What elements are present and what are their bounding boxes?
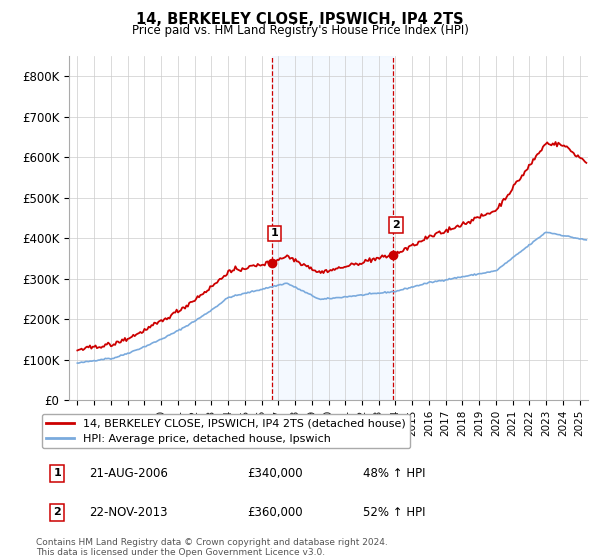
Text: 2: 2	[53, 507, 61, 517]
Text: 22-NOV-2013: 22-NOV-2013	[89, 506, 167, 519]
Text: 2: 2	[392, 220, 400, 230]
Legend: 14, BERKELEY CLOSE, IPSWICH, IP4 2TS (detached house), HPI: Average price, detac: 14, BERKELEY CLOSE, IPSWICH, IP4 2TS (de…	[41, 414, 410, 449]
Text: £340,000: £340,000	[247, 466, 303, 480]
Text: 52% ↑ HPI: 52% ↑ HPI	[364, 506, 426, 519]
Text: Contains HM Land Registry data © Crown copyright and database right 2024.
This d: Contains HM Land Registry data © Crown c…	[36, 538, 388, 557]
Text: Price paid vs. HM Land Registry's House Price Index (HPI): Price paid vs. HM Land Registry's House …	[131, 24, 469, 37]
Text: 21-AUG-2006: 21-AUG-2006	[89, 466, 167, 480]
Text: 48% ↑ HPI: 48% ↑ HPI	[364, 466, 426, 480]
Bar	[272, 56, 394, 400]
Text: 1: 1	[53, 468, 61, 478]
Text: 1: 1	[271, 228, 278, 239]
Text: £360,000: £360,000	[247, 506, 303, 519]
Text: 14, BERKELEY CLOSE, IPSWICH, IP4 2TS: 14, BERKELEY CLOSE, IPSWICH, IP4 2TS	[136, 12, 464, 27]
